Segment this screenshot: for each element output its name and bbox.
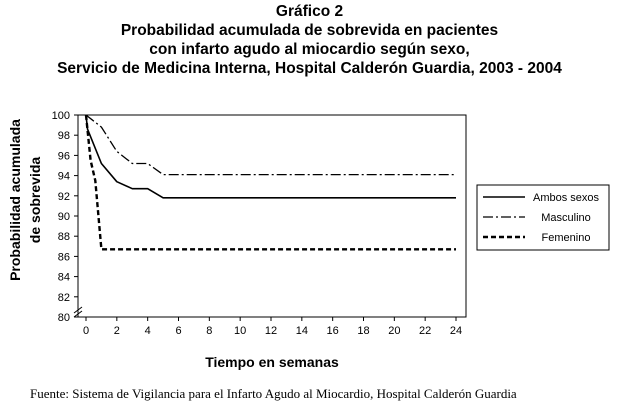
y-tick-label: 80 (58, 312, 70, 324)
legend-label: Masculino (541, 212, 591, 224)
x-tick-label: 10 (234, 325, 246, 337)
axis-break-mark (73, 306, 83, 318)
series-line-ambos-sexos (85, 114, 456, 199)
y-tick-label: 86 (58, 251, 70, 263)
series-line-masculino (85, 114, 456, 176)
x-tick-label: 0 (83, 325, 89, 337)
legend-box (476, 184, 610, 251)
source-footnote: Fuente: Sistema de Vigilancia para el In… (30, 386, 517, 401)
y-tick-label: 96 (58, 150, 70, 162)
y-tick-label: 100 (52, 110, 70, 122)
x-tick-label: 24 (450, 325, 462, 337)
x-tick-label: 18 (357, 325, 369, 337)
y-tick-label: 92 (58, 191, 70, 203)
series-line-femenino (84, 114, 456, 251)
legend-label: Femenino (542, 232, 591, 244)
x-tick-label: 6 (175, 325, 181, 337)
x-tick-label: 16 (327, 325, 339, 337)
x-tick-label: 12 (265, 325, 277, 337)
y-tick-label: 90 (58, 211, 70, 223)
plot-frame (77, 114, 467, 318)
x-tick-label: 20 (388, 325, 400, 337)
y-tick-label: 94 (58, 171, 70, 183)
chart-title-line-2: con infarto agudo al miocardio según sex… (149, 41, 470, 58)
chart-title-line-3: Servicio de Medicina Interna, Hospital C… (57, 60, 562, 77)
y-tick-label: 84 (58, 272, 70, 284)
x-tick-label: 2 (114, 325, 120, 337)
x-tick-label: 22 (419, 325, 431, 337)
legend-label: Ambos sexos (533, 192, 600, 204)
chart-title-line-1: Probabilidad acumulada de sobrevida en p… (120, 22, 499, 39)
chart-title-label: Gráfico 2 (275, 3, 344, 20)
x-tick-label: 4 (145, 325, 151, 337)
x-axis-label: Tiempo en semanas (205, 354, 339, 370)
y-tick-label: 82 (58, 292, 70, 304)
x-tick-label: 14 (296, 325, 308, 337)
y-axis-label: Probabilidad acumulada (7, 119, 23, 281)
y-axis-label: de sobrevida (27, 157, 43, 244)
x-tick-label: 8 (206, 325, 212, 337)
y-tick-label: 98 (58, 130, 70, 142)
y-tick-label: 88 (58, 231, 70, 243)
